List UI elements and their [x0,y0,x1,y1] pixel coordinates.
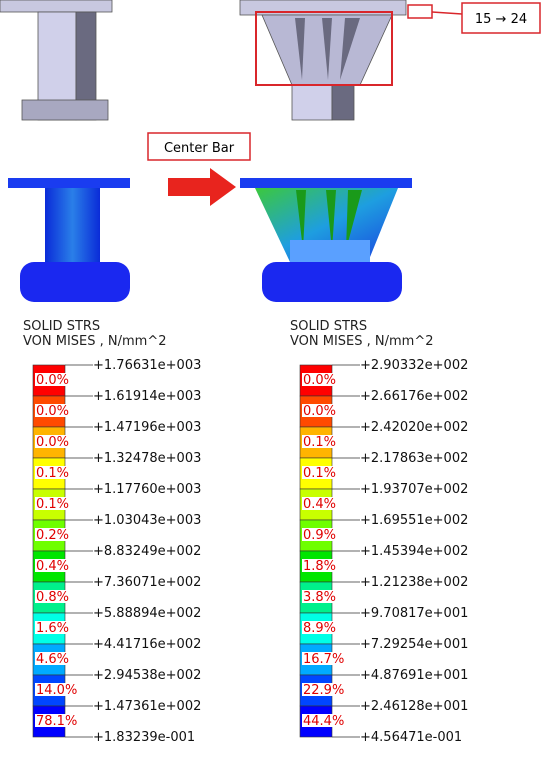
percent-label: 3.8% [303,590,336,605]
model-original [0,0,112,120]
level-label: +5.88894e+002 [93,606,201,621]
percent-label: 22.9% [303,683,344,698]
percent-label: 0.8% [36,590,69,605]
percent-label: 0.0% [36,404,69,419]
percent-label: 0.4% [36,559,69,574]
percent-label: 8.9% [303,621,336,636]
legend-subtitle: VON MISES , N/mm^2 [290,334,434,349]
percent-label: 0.4% [303,497,336,512]
level-label: +2.46128e+001 [360,699,468,714]
level-label: +7.36071e+002 [93,575,201,590]
percent-label: 78.1% [36,714,77,729]
level-label: +1.69551e+002 [360,513,468,528]
level-label: +1.47361e+002 [93,699,201,714]
percent-label: 0.1% [303,435,336,450]
level-label: +1.93707e+002 [360,482,468,497]
level-label: +2.90332e+002 [360,358,468,373]
percent-label: 0.1% [36,497,69,512]
percent-label: 14.0% [36,683,77,698]
legend-title: SOLID STRS [290,319,367,334]
percent-label: 0.0% [36,435,69,450]
level-label: +1.03043e+003 [93,513,201,528]
percent-label: 0.0% [36,373,69,388]
fea-original [8,178,130,302]
level-label: +1.21238e+002 [360,575,468,590]
percent-label: 44.4% [303,714,344,729]
percent-label: 16.7% [303,652,344,667]
callout-label: Center Bar [164,141,235,156]
legend-title: SOLID STRS [23,319,100,334]
percent-label: 1.8% [303,559,336,574]
percent-label: 0.1% [36,466,69,481]
level-label: +1.17760e+003 [93,482,201,497]
level-label: +1.76631e+003 [93,358,201,373]
level-label: +8.83249e+002 [93,544,201,559]
level-label: +1.61914e+003 [93,389,201,404]
level-label: +2.66176e+002 [360,389,468,404]
level-label: +7.29254e+001 [360,637,468,652]
thickness-label: 15 → 24 [475,12,527,27]
level-label: +9.70817e+001 [360,606,468,621]
level-label: +1.47196e+003 [93,420,201,435]
level-label: +1.32478e+003 [93,451,201,466]
percent-label: 1.6% [36,621,69,636]
fea-modified [240,178,412,302]
level-label: +2.17863e+002 [360,451,468,466]
percent-label: 0.2% [36,528,69,543]
percent-label: 4.6% [36,652,69,667]
level-label: +4.41716e+002 [93,637,201,652]
page: 15 → 24 Center Bar SOLID STRSVON MISES ,… [0,0,541,783]
level-label: +4.87691e+001 [360,668,468,683]
percent-label: 0.0% [303,404,336,419]
percent-label: 0.0% [303,373,336,388]
level-label: +1.83239e-001 [93,730,195,745]
percent-label: 0.1% [303,466,336,481]
level-label: +1.45394e+002 [360,544,468,559]
percent-label: 0.9% [303,528,336,543]
level-label: +2.94538e+002 [93,668,201,683]
level-label: +2.42020e+002 [360,420,468,435]
legend-subtitle: VON MISES , N/mm^2 [23,334,167,349]
level-label: +4.56471e-001 [360,730,462,745]
arrow [168,168,236,206]
